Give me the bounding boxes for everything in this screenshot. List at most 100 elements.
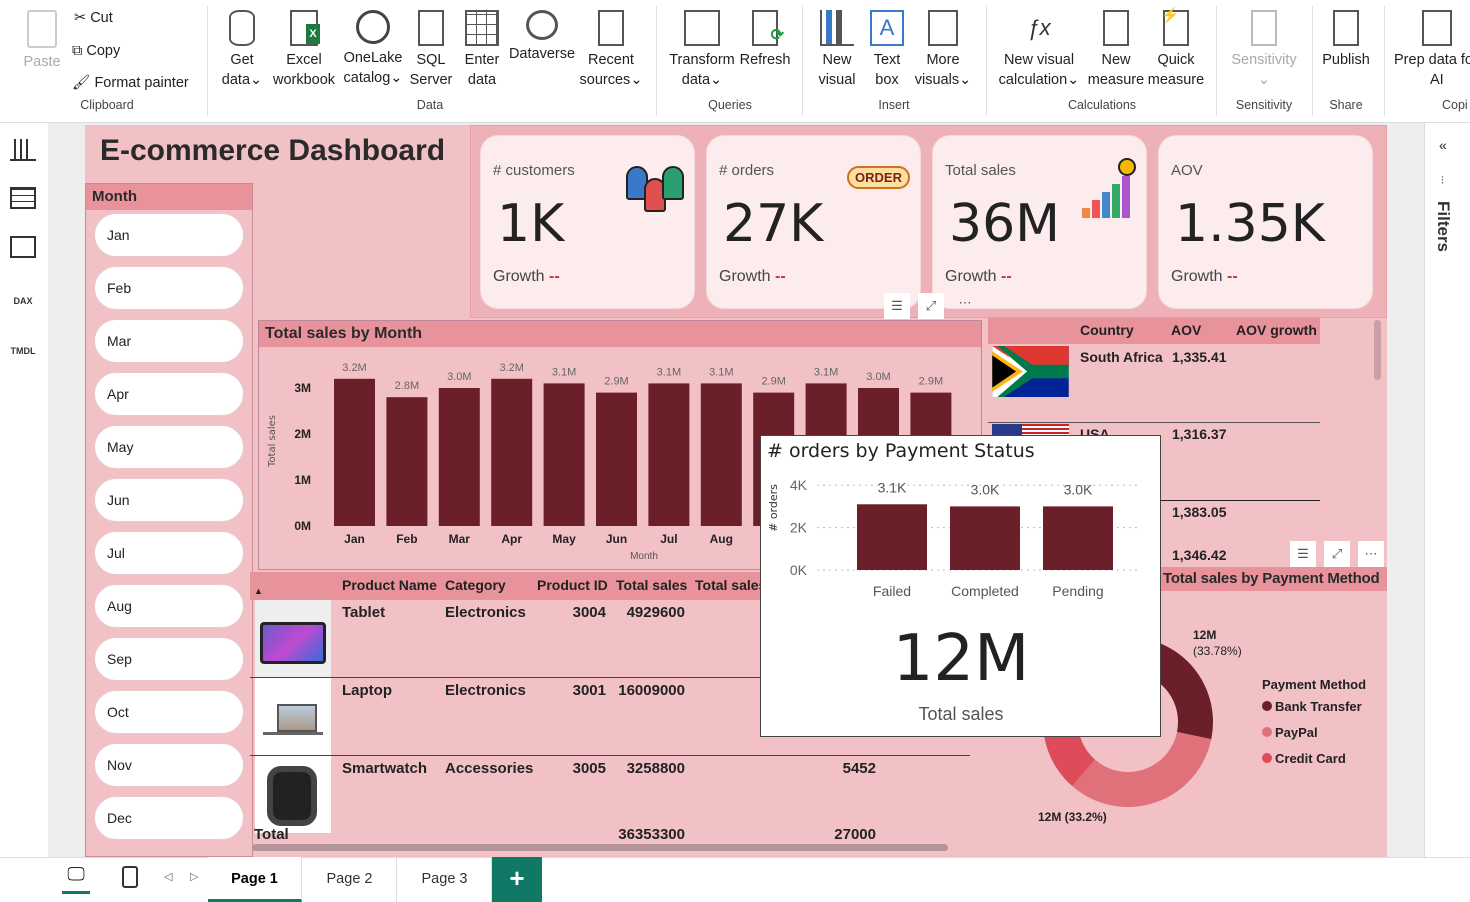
transform-icon	[684, 10, 720, 46]
mobile-layout-icon[interactable]	[122, 866, 138, 888]
calculator-icon	[1103, 10, 1129, 46]
text-box-button[interactable]: A Text box	[864, 10, 910, 90]
growth-value: --	[1001, 268, 1012, 285]
slicer-item-jun[interactable]: Jun	[94, 478, 244, 522]
filter-icon[interactable]: ☰	[1290, 541, 1316, 567]
column-header[interactable]: Product ID	[537, 577, 608, 593]
quick-measure-button[interactable]: ⚡ Quick measure	[1147, 8, 1205, 88]
x-tick-label: Completed	[951, 583, 1019, 599]
y-tick-label: 2K	[790, 520, 808, 536]
get-data-button[interactable]: Get data⌄	[216, 10, 268, 90]
bar-completed	[950, 506, 1020, 570]
legend-item[interactable]: PayPal	[1262, 725, 1362, 751]
data-label: 3.1M	[709, 366, 733, 378]
data-label: 12M (33.78%)	[1193, 628, 1242, 658]
table-row[interactable]: Smartwatch Accessories 3005 3258800 5452	[250, 756, 970, 834]
slicer-item-jan[interactable]: Jan	[94, 213, 244, 257]
slicer-item-sep[interactable]: Sep	[94, 637, 244, 681]
tab-page-1[interactable]: Page 1	[208, 857, 302, 902]
sensitivity-button[interactable]: Sensitivity ⌄	[1226, 10, 1302, 90]
data-label: 3.0K	[1064, 481, 1093, 497]
x-tick-label: Jul	[660, 532, 677, 546]
model-view-icon[interactable]	[10, 236, 36, 258]
tab-page-2[interactable]: Page 2	[303, 857, 397, 902]
focus-mode-icon[interactable]: ⤢	[1324, 541, 1350, 567]
transform-data-button[interactable]: Transform data⌄	[666, 10, 738, 90]
column-header[interactable]: Product Name	[342, 577, 437, 593]
legend-item[interactable]: Credit Card	[1262, 751, 1362, 777]
tab-page-3[interactable]: Page 3	[398, 857, 492, 902]
kpi-card[interactable]: AOV 1.35K Growth --	[1158, 135, 1373, 309]
legend-item[interactable]: Bank Transfer	[1262, 699, 1362, 725]
tmdl-view-icon[interactable]: TMDL	[10, 346, 36, 356]
table-row[interactable]: Tablet Electronics 3004 4929600	[250, 600, 970, 678]
legend-dot-icon	[1262, 727, 1272, 737]
column-header[interactable]: Category	[445, 577, 506, 593]
row-divider	[988, 422, 1320, 423]
filter-icon[interactable]: ☰	[884, 293, 910, 319]
divider	[1312, 6, 1313, 116]
collapse-icon[interactable]: «	[1439, 137, 1447, 153]
more-options-icon[interactable]: ⋯	[958, 295, 972, 310]
slicer-item-oct[interactable]: Oct	[94, 690, 244, 734]
next-page-icon[interactable]: ▷	[190, 871, 199, 883]
excel-workbook-button[interactable]: X Excel workbook	[268, 10, 340, 90]
onelake-catalog-button[interactable]: OneLake catalog⌄	[338, 10, 408, 88]
publish-button[interactable]: Publish	[1318, 10, 1374, 70]
sort-arrow-icon[interactable]: ▲	[254, 586, 263, 596]
report-view-icon[interactable]	[10, 139, 36, 161]
slicer-item-aug[interactable]: Aug	[94, 584, 244, 628]
focus-mode-icon[interactable]: ⤢	[918, 293, 944, 319]
table-view-icon[interactable]	[10, 187, 36, 209]
desktop-layout-icon[interactable]: 🖵	[62, 864, 90, 894]
prep-data-ai-button[interactable]: Prep data fo AI	[1394, 10, 1470, 90]
enter-data-button[interactable]: Enter data	[460, 10, 504, 90]
filters-pane[interactable]: « ⫶ Filters	[1424, 123, 1470, 857]
table-row[interactable]: Laptop Electronics 3001 16009000	[250, 678, 970, 756]
recent-sources-button[interactable]: Recent sources⌄	[578, 10, 644, 90]
more-options-icon[interactable]: ⋯	[1358, 541, 1384, 567]
sql-server-button[interactable]: SQL Server	[408, 10, 454, 90]
new-visual-calculation-button[interactable]: ƒx New visual calculation⌄	[994, 10, 1084, 90]
slicer-item-dec[interactable]: Dec	[94, 796, 244, 840]
category-cell: Electronics	[445, 682, 526, 699]
orders-by-payment-status-popup[interactable]: # orders by Payment Status 0K 2K 4K # order…	[760, 435, 1161, 737]
column-header[interactable]: Total sales	[616, 577, 688, 593]
column-header[interactable]: Total sales	[695, 577, 767, 593]
quick-measure-icon: ⚡	[1161, 8, 1189, 46]
sales-cell: 4929600	[626, 604, 685, 621]
more-visuals-button[interactable]: More visuals⌄	[912, 10, 974, 90]
cut-button[interactable]: ✂ Cut	[74, 10, 113, 26]
slicer-item-may[interactable]: May	[94, 425, 244, 469]
growth-value: --	[549, 268, 560, 285]
slicer-item-apr[interactable]: Apr	[94, 372, 244, 416]
kpi-card[interactable]: # orders 27K Growth -- ORDER	[706, 135, 921, 309]
slicer-item-feb[interactable]: Feb	[94, 266, 244, 310]
sql-server-icon	[418, 10, 444, 46]
slicer-item-jul[interactable]: Jul	[94, 531, 244, 575]
new-visual-button[interactable]: New visual	[812, 10, 862, 90]
dax-query-view-icon[interactable]: DAX	[13, 296, 33, 306]
x-tick-label: Apr	[501, 532, 522, 546]
customers-icon	[626, 160, 684, 212]
scrollbar[interactable]	[1374, 320, 1381, 380]
column-header-country[interactable]: Country	[1080, 322, 1134, 338]
copy-button[interactable]: ⧉ Copy	[72, 43, 121, 59]
column-header-aov[interactable]: AOV	[1171, 322, 1202, 338]
dataverse-button[interactable]: Dataverse	[506, 10, 578, 64]
prev-page-icon[interactable]: ◁	[164, 871, 173, 883]
kpi-card[interactable]: # customers 1K Growth --	[480, 135, 695, 309]
excel-icon: X	[290, 10, 320, 46]
y-tick-label: 2M	[294, 427, 311, 441]
bar-jan	[334, 378, 375, 526]
column-header-aov-growth[interactable]: AOV growth	[1236, 322, 1317, 338]
slicer-item-nov[interactable]: Nov	[94, 743, 244, 787]
refresh-button[interactable]: ⟳ Refresh	[738, 10, 792, 70]
paste-button[interactable]: Paste	[20, 10, 64, 72]
slicer-item-mar[interactable]: Mar	[94, 319, 244, 363]
horizontal-scrollbar[interactable]	[252, 844, 948, 851]
new-measure-button[interactable]: New measure	[1086, 10, 1146, 90]
add-page-button[interactable]: +	[492, 857, 542, 902]
format-painter-button[interactable]: 🖌 Format painter	[72, 75, 189, 91]
kpi-card[interactable]: Total sales 36M Growth --	[932, 135, 1147, 309]
